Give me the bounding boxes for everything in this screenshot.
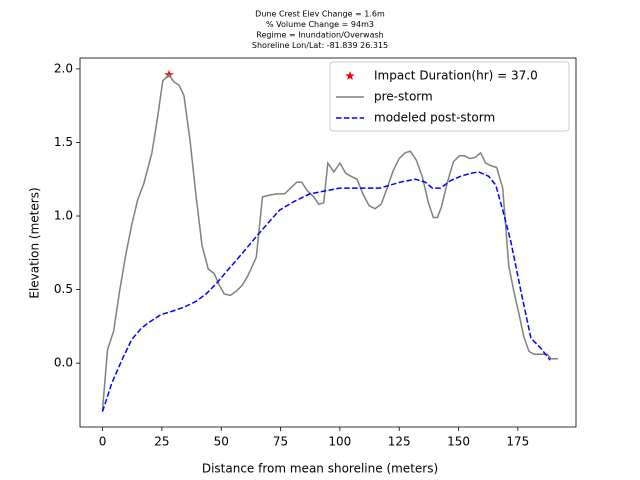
legend-label: pre-storm (374, 90, 433, 104)
legend-label: modeled post-storm (374, 111, 495, 125)
title-line: % Volume Change = 94m3 (266, 20, 374, 29)
x-tick-label: 150 (447, 435, 470, 449)
x-tick-label: 25 (154, 435, 169, 449)
y-tick-label: 1.5 (54, 135, 73, 149)
x-tick-label: 125 (388, 435, 411, 449)
x-tick-label: 75 (273, 435, 288, 449)
series-line (101, 171, 551, 412)
legend-marker (345, 71, 355, 80)
title-line: Shoreline Lon/Lat: -81.839 26.315 (252, 41, 388, 50)
legend-box (329, 61, 570, 132)
y-tick-label: 0.5 (54, 282, 73, 296)
title-line: Regime = Inundation/Overwash (256, 31, 383, 40)
x-tick-label: 100 (328, 435, 351, 449)
y-tick-label: 1.0 (54, 209, 73, 223)
title-line: Dune Crest Elev Change = 1.6m (255, 10, 385, 19)
plot-frame (79, 57, 577, 428)
y-axis-label: Elevation (meters) (28, 187, 42, 298)
x-axis-label: Distance from mean shoreline (meters) (202, 462, 438, 476)
x-tick-label: 0 (99, 435, 107, 449)
x-tick-label: 175 (506, 435, 529, 449)
legend-label: Impact Duration(hr) = 37.0 (374, 69, 538, 83)
y-tick-label: 2.0 (54, 61, 73, 75)
series-line (101, 73, 558, 411)
x-tick-label: 50 (214, 435, 229, 449)
y-tick-label: 0.0 (54, 356, 73, 370)
